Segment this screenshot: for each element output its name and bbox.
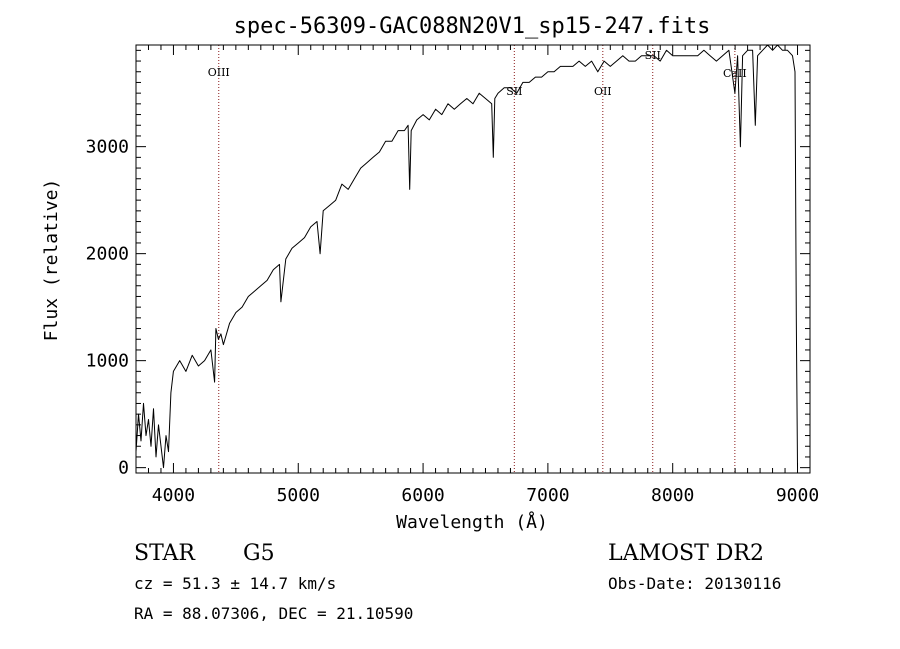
x-axis-label: Wavelength (Å) <box>396 511 548 533</box>
line-marker-label: OII <box>594 85 612 98</box>
plot-frame <box>135 44 811 474</box>
y-axis-label: Flux (relative) <box>41 179 62 342</box>
y-tick-labels: 0 1000 2000 3000 <box>86 137 129 479</box>
series-layer <box>136 45 798 469</box>
y-tick-label: 1000 <box>86 351 129 372</box>
x-tick-label: 8000 <box>651 485 694 506</box>
line-marker-label: CaII <box>723 67 747 80</box>
y-tick-label: 2000 <box>86 244 129 265</box>
x-tick-label: 4000 <box>152 485 195 506</box>
tick-layer <box>136 45 810 473</box>
y-tick-label: 3000 <box>86 137 129 158</box>
series-spectrum <box>136 45 798 469</box>
object-class-label: STAR <box>134 541 196 566</box>
line-marker-label: OIII <box>208 66 230 79</box>
redshift-text: cz = 51.3 ± 14.7 km/s <box>134 574 336 593</box>
y-tick-label: 0 <box>118 458 129 479</box>
chart-title: spec-56309-GAC088N20V1_sp15-247.fits <box>234 14 711 39</box>
x-tick-label: 7000 <box>526 485 569 506</box>
object-subclass-label: G5 <box>243 541 275 566</box>
obs-date-text: Obs-Date: 20130116 <box>608 574 781 593</box>
x-tick-labels: 4000 5000 6000 7000 8000 9000 <box>152 485 819 506</box>
x-tick-label: 9000 <box>776 485 819 506</box>
x-tick-label: 5000 <box>277 485 320 506</box>
survey-label: LAMOST DR2 <box>608 541 764 566</box>
coordinates-text: RA = 88.07306, DEC = 21.10590 <box>134 604 413 623</box>
x-tick-label: 6000 <box>401 485 444 506</box>
